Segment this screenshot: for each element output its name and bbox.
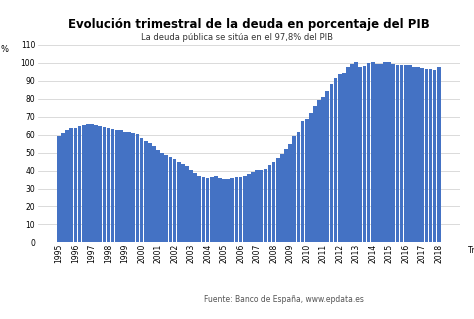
Bar (375, 64, 379, 242)
Bar (218, 178, 222, 242)
Bar (86, 123, 90, 242)
Bar (156, 150, 160, 242)
Bar (329, 84, 333, 242)
Bar (313, 106, 317, 242)
Bar (400, 65, 403, 242)
Bar (198, 175, 201, 242)
Bar (160, 153, 164, 242)
Bar (243, 176, 246, 242)
Bar (206, 178, 210, 242)
Bar (280, 154, 284, 242)
Bar (227, 179, 230, 242)
Bar (428, 69, 432, 242)
Bar (90, 124, 94, 242)
Bar (235, 177, 238, 242)
Bar (358, 67, 362, 242)
Bar (99, 126, 102, 242)
Bar (128, 132, 131, 242)
Bar (82, 125, 86, 242)
Bar (210, 177, 214, 242)
Bar (57, 136, 61, 242)
Text: Trimestre >: Trimestre > (468, 246, 474, 256)
Bar (420, 68, 424, 242)
Bar (342, 73, 346, 242)
Bar (185, 166, 189, 242)
Bar (305, 119, 309, 242)
Bar (148, 143, 152, 242)
Bar (387, 62, 391, 242)
Bar (433, 70, 437, 242)
Bar (309, 113, 313, 242)
Bar (317, 100, 321, 242)
Bar (367, 63, 370, 242)
Bar (73, 128, 77, 242)
Bar (119, 130, 123, 242)
Bar (301, 121, 304, 242)
Bar (255, 170, 259, 242)
Bar (102, 127, 106, 242)
Bar (107, 128, 110, 242)
Bar (214, 176, 218, 242)
Bar (164, 155, 168, 242)
Bar (404, 65, 408, 242)
Bar (173, 160, 176, 242)
Bar (392, 64, 395, 242)
Bar (425, 69, 428, 242)
Bar (412, 67, 416, 242)
Bar (264, 169, 267, 242)
Bar (350, 64, 354, 242)
Bar (338, 74, 342, 242)
Bar (251, 172, 255, 242)
Bar (408, 65, 412, 242)
Bar (94, 125, 98, 242)
Bar (230, 178, 234, 242)
Bar (363, 66, 366, 242)
Bar (61, 133, 65, 242)
Bar (396, 65, 399, 242)
Text: La deuda pública se sitúa en el 97,8% del PIB: La deuda pública se sitúa en el 97,8% de… (141, 33, 333, 42)
Title: Evolución trimestral de la deuda en porcentaje del PIB: Evolución trimestral de la deuda en porc… (68, 18, 430, 31)
Bar (288, 144, 292, 242)
Bar (140, 138, 143, 242)
Bar (416, 68, 420, 242)
Bar (201, 177, 205, 242)
Bar (276, 158, 280, 242)
Bar (131, 133, 135, 242)
Bar (169, 157, 172, 242)
Bar (268, 165, 271, 242)
Bar (222, 179, 226, 242)
Bar (193, 173, 197, 242)
Bar (321, 97, 325, 242)
Bar (297, 132, 300, 242)
Bar (292, 136, 296, 242)
Bar (136, 134, 139, 242)
Bar (272, 161, 275, 242)
Bar (144, 141, 147, 242)
Bar (355, 62, 358, 242)
Bar (247, 174, 251, 242)
Bar (177, 162, 181, 242)
Bar (181, 164, 185, 242)
Bar (371, 62, 374, 242)
Text: Fuente: Banco de España, www.epdata.es: Fuente: Banco de España, www.epdata.es (204, 295, 364, 304)
Bar (111, 129, 115, 242)
Bar (65, 130, 69, 242)
Bar (437, 67, 441, 242)
Bar (383, 62, 387, 242)
Bar (259, 170, 263, 242)
Bar (115, 130, 118, 242)
Bar (78, 126, 82, 242)
Bar (123, 132, 127, 242)
Bar (189, 170, 193, 242)
Bar (70, 128, 73, 242)
Bar (239, 177, 243, 242)
Text: %: % (0, 45, 9, 54)
Bar (379, 64, 383, 242)
Bar (346, 67, 350, 242)
Bar (152, 145, 156, 242)
Bar (284, 149, 288, 242)
Bar (326, 91, 329, 242)
Bar (334, 78, 337, 242)
